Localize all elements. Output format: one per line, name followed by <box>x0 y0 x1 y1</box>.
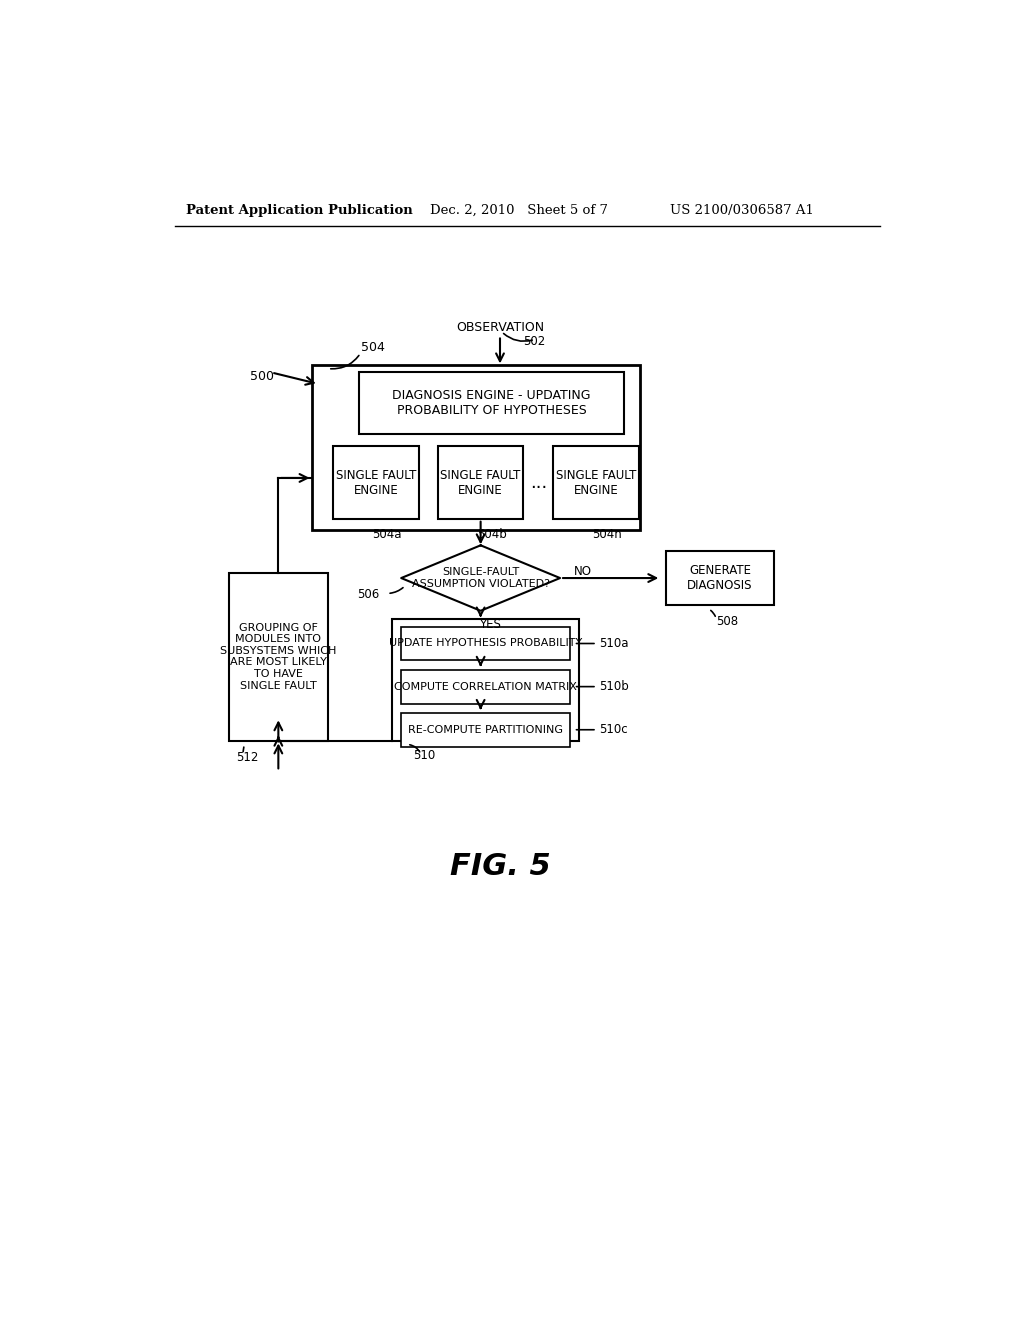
Text: 504a: 504a <box>372 528 401 541</box>
Text: FIG. 5: FIG. 5 <box>450 853 550 882</box>
Text: 510: 510 <box>414 750 435 763</box>
Text: Dec. 2, 2010   Sheet 5 of 7: Dec. 2, 2010 Sheet 5 of 7 <box>430 205 608 218</box>
Text: 500: 500 <box>251 370 274 383</box>
Text: 506: 506 <box>357 589 380 602</box>
Bar <box>400 627 569 660</box>
Text: 510b: 510b <box>599 680 629 693</box>
Text: 510c: 510c <box>599 723 628 737</box>
Bar <box>391 619 579 741</box>
Text: OBSERVATION: OBSERVATION <box>456 321 544 334</box>
Text: US 2100/0306587 A1: US 2100/0306587 A1 <box>671 205 814 218</box>
Bar <box>400 669 569 704</box>
Text: Patent Application Publication: Patent Application Publication <box>186 205 413 218</box>
Text: YES: YES <box>479 618 501 631</box>
Text: 508: 508 <box>716 615 738 628</box>
Text: DIAGNOSIS ENGINE - UPDATING
PROBABILITY OF HYPOTHESES: DIAGNOSIS ENGINE - UPDATING PROBABILITY … <box>392 389 591 417</box>
Text: 504: 504 <box>360 342 384 354</box>
Text: RE-COMPUTE PARTITIONING: RE-COMPUTE PARTITIONING <box>408 725 563 735</box>
Text: GENERATE
DIAGNOSIS: GENERATE DIAGNOSIS <box>687 564 753 593</box>
Bar <box>334 446 419 519</box>
Bar <box>554 446 639 519</box>
Text: COMPUTE CORRELATION MATRIX: COMPUTE CORRELATION MATRIX <box>394 681 577 692</box>
Text: 512: 512 <box>237 751 259 764</box>
Text: SINGLE-FAULT
ASSUMPTION VIOLATED?: SINGLE-FAULT ASSUMPTION VIOLATED? <box>412 568 550 589</box>
Text: NO: NO <box>574 565 592 578</box>
Bar <box>312 364 640 529</box>
Text: GROUPING OF
MODULES INTO
SUBSYSTEMS WHICH
ARE MOST LIKELY
TO HAVE
SINGLE FAULT: GROUPING OF MODULES INTO SUBSYSTEMS WHIC… <box>220 623 337 690</box>
Text: SINGLE FAULT
ENGINE: SINGLE FAULT ENGINE <box>440 469 521 496</box>
Text: UPDATE HYPOTHESIS PROBABILITY: UPDATE HYPOTHESIS PROBABILITY <box>389 639 582 648</box>
Text: 504n: 504n <box>592 528 622 541</box>
Bar <box>359 372 624 434</box>
Text: SINGLE FAULT
ENGINE: SINGLE FAULT ENGINE <box>336 469 416 496</box>
Text: 504b: 504b <box>477 528 507 541</box>
Polygon shape <box>401 545 560 611</box>
Text: ...: ... <box>529 474 547 491</box>
Text: 510a: 510a <box>599 638 629 649</box>
Bar <box>400 713 569 747</box>
Text: SINGLE FAULT
ENGINE: SINGLE FAULT ENGINE <box>556 469 636 496</box>
Bar <box>228 573 328 741</box>
Bar <box>666 552 774 605</box>
Bar <box>438 446 523 519</box>
Text: 502: 502 <box>523 335 546 348</box>
